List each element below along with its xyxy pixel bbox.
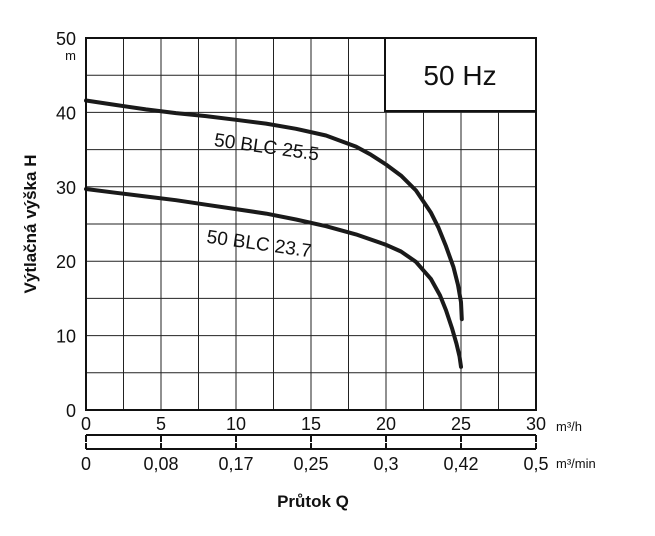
x-tick-label-primary: 20 [376, 414, 396, 434]
x-axis-title: Průtok Q [277, 492, 349, 511]
y-tick-label: 50 [56, 29, 76, 49]
x-tick-label-primary: 5 [156, 414, 166, 434]
x-tick-label-secondary: 0,25 [293, 454, 328, 474]
series-line-1 [84, 98, 464, 322]
y-axis-ticks: 0 10 20 30 40 50 [56, 29, 76, 421]
x-tick-label-secondary: 0,5 [523, 454, 548, 474]
y-axis-unit: m [65, 48, 76, 63]
y-tick-label: 40 [56, 103, 76, 123]
x-axis-unit-secondary: m³/min [556, 456, 596, 471]
x-tick-label-secondary: 0,3 [373, 454, 398, 474]
x-axis-unit-primary: m³/h [556, 419, 582, 434]
x-tick-label-primary: 10 [226, 414, 246, 434]
x-axis-primary: 0 5 10 15 20 25 30 [81, 414, 546, 442]
frequency-box: 50 Hz [384, 37, 537, 112]
y-tick-label: 30 [56, 178, 76, 198]
y-tick-label: 20 [56, 252, 76, 272]
x-axis-secondary: 0 0,08 0,17 0,25 0,3 0,42 0,5 [81, 443, 549, 474]
series-line-2 [84, 187, 463, 369]
x-tick-label-primary: 15 [301, 414, 321, 434]
x-tick-label-secondary: 0,42 [443, 454, 478, 474]
x-tick-label-primary: 25 [451, 414, 471, 434]
x-tick-label-primary: 30 [526, 414, 546, 434]
y-tick-label: 10 [56, 327, 76, 347]
y-tick-label: 0 [66, 401, 76, 421]
series-label-1: 50 BLC 25.5 [213, 130, 321, 165]
plot-border [85, 37, 537, 411]
series-label-2: 50 BLC 23.7 [205, 227, 313, 262]
x-tick-label-secondary: 0,17 [218, 454, 253, 474]
y-axis-title: Výtlačná výška H [21, 155, 40, 294]
frequency-label: 50 Hz [423, 60, 496, 91]
x-tick-label-secondary: 0,08 [143, 454, 178, 474]
frequency-box-frame [384, 37, 537, 112]
x-tick-label-secondary: 0 [81, 454, 91, 474]
x-tick-label-primary: 0 [81, 414, 91, 434]
